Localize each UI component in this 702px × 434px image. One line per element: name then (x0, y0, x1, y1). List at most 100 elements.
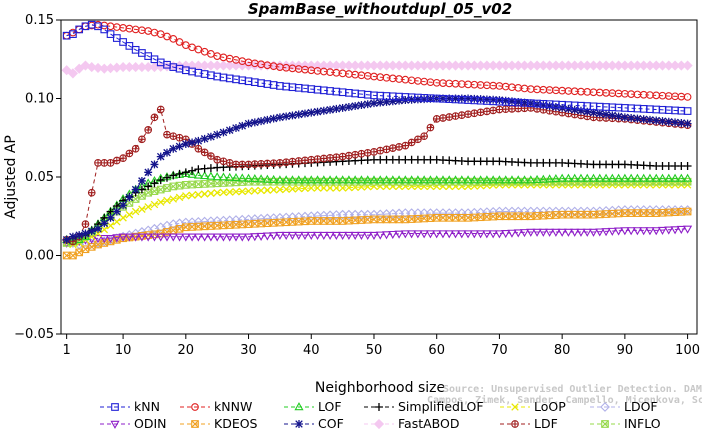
data-point-ldf (307, 155, 316, 164)
marker-plus (477, 109, 484, 116)
data-point-lof (645, 173, 655, 182)
data-point-ldf (376, 146, 385, 155)
data-point-knn (106, 30, 115, 38)
data-point-cof (445, 94, 454, 103)
data-point-odin (463, 230, 473, 239)
data-point-ldf (175, 133, 184, 142)
marker-cross (345, 216, 353, 225)
series-line-lof (66, 173, 688, 242)
data-point-cof (457, 94, 466, 103)
data-point-knnw (175, 38, 184, 46)
marker-cross (545, 211, 554, 219)
data-point-ldf (301, 156, 309, 165)
marker-plus (414, 136, 422, 143)
data-point-cof (344, 103, 353, 111)
data-point-odin (350, 231, 360, 241)
data-point-cof (639, 115, 648, 124)
legend-item-inflo: INFLO (590, 416, 661, 431)
marker-plus (257, 160, 265, 168)
data-point-ldf (112, 156, 121, 165)
marker-plus (264, 160, 271, 167)
legend-item-lof: LOF (284, 399, 342, 414)
x-tick-label: 60 (428, 343, 445, 358)
data-point-cof (338, 103, 347, 112)
marker-cross (238, 178, 246, 186)
marker-cross (169, 182, 177, 191)
x-tick-label: 20 (178, 343, 195, 358)
series-line-odin (66, 228, 688, 244)
data-point-kdeos (326, 217, 334, 225)
data-point-ldf (257, 159, 265, 168)
data-point-simplifiedlof (163, 173, 171, 182)
data-point-lof (614, 173, 624, 182)
data-point-loop (225, 188, 234, 196)
data-point-kdeos (445, 213, 454, 222)
data-point-cof (627, 114, 636, 122)
data-point-odin (237, 233, 247, 242)
data-point-odin (306, 231, 316, 241)
marker-cross (627, 209, 635, 217)
data-point-cof (539, 101, 548, 110)
data-point-ldf (508, 105, 516, 113)
marker-cross (194, 180, 203, 188)
data-point-cof (313, 107, 322, 116)
data-point-cof (125, 193, 134, 202)
data-point-cof (175, 142, 184, 151)
marker-cross (138, 192, 146, 200)
data-point-simplifiedlof (169, 171, 178, 180)
data-point-odin (137, 233, 147, 242)
legend-marker (191, 403, 199, 411)
marker-cross (683, 207, 692, 216)
data-point-lof (287, 175, 298, 184)
data-point-cof (395, 96, 404, 105)
data-point-cof (263, 115, 272, 124)
marker-plus (176, 134, 183, 142)
data-point-cof (514, 97, 523, 106)
marker-cross (633, 209, 642, 217)
data-point-ldf (119, 154, 127, 163)
data-point-odin (683, 225, 693, 234)
data-point-loop (219, 188, 228, 197)
data-point-loop (100, 225, 109, 234)
data-point-lof (488, 175, 498, 184)
data-point-ldf (326, 153, 334, 162)
data-point-ldf (263, 159, 272, 168)
data-point-loop (106, 221, 115, 230)
x-tick-label: 90 (617, 343, 634, 358)
data-point-loop (313, 184, 322, 192)
x-tick-label: 80 (554, 343, 571, 358)
marker-plus (464, 110, 472, 118)
marker-plus (220, 158, 227, 165)
marker-cross (520, 212, 529, 220)
data-point-loop (276, 185, 284, 194)
marker-plus (88, 189, 96, 196)
marker-cross (276, 218, 284, 227)
marker-plus (100, 159, 108, 167)
marker-cross (288, 218, 297, 226)
legend-item-cof: COF (284, 416, 344, 431)
data-point-ldf (382, 145, 391, 154)
data-point-loop (169, 195, 178, 203)
data-point-knnw (188, 43, 196, 52)
legend-marker (191, 420, 199, 428)
x-tick-label: 10 (115, 343, 132, 358)
marker-cross (433, 214, 441, 222)
data-point-ldf (81, 220, 90, 228)
marker-cross (527, 212, 535, 220)
x-tick-label: 40 (303, 343, 320, 358)
data-point-ldf (357, 149, 366, 158)
data-point-kdeos (75, 248, 84, 257)
data-point-odin (457, 230, 467, 239)
data-point-cof (232, 124, 240, 132)
data-point-lof (469, 175, 479, 184)
data-point-odin (112, 234, 122, 243)
data-point-odin (513, 229, 523, 238)
data-point-odin (338, 231, 348, 241)
data-point-lof (256, 174, 266, 183)
marker-cross (219, 221, 228, 230)
data-point-loop (131, 207, 140, 216)
data-point-lof (237, 173, 247, 182)
marker-cross (589, 210, 598, 219)
marker-plus (276, 159, 284, 167)
data-point-lof (231, 173, 241, 182)
